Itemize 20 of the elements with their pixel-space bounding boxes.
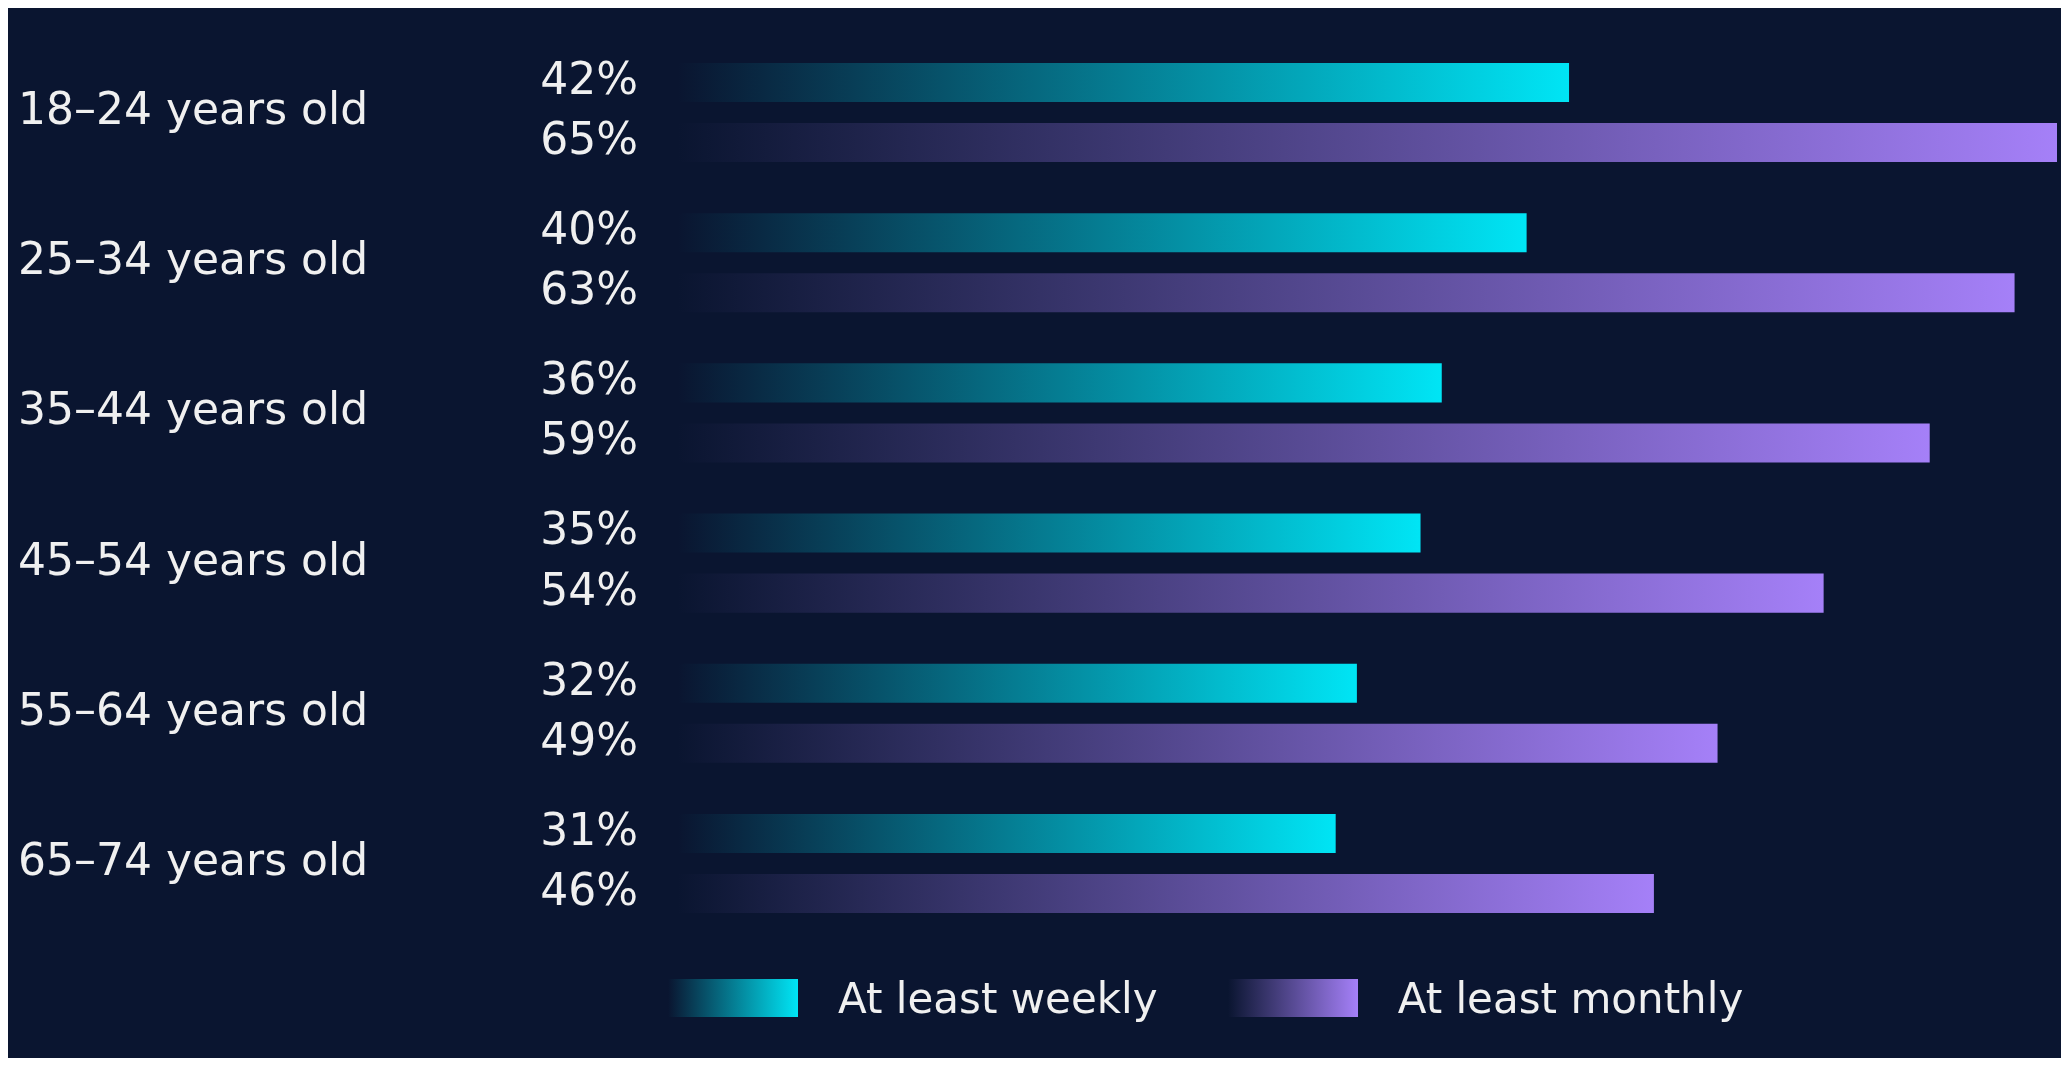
y-tick-label: 25–34 years old bbox=[18, 233, 369, 285]
y-tick-label: 45–54 years old bbox=[18, 533, 369, 585]
y-tick-label: 65–74 years old bbox=[18, 833, 369, 885]
data-label: 54% bbox=[540, 563, 638, 615]
data-label: 35% bbox=[540, 503, 638, 555]
y-tick-label: 35–44 years old bbox=[18, 383, 369, 435]
data-label: 31% bbox=[540, 803, 638, 855]
y-tick-label: 55–64 years old bbox=[18, 683, 369, 735]
data-label: 46% bbox=[540, 863, 638, 915]
data-label: 40% bbox=[540, 203, 638, 255]
data-label: 49% bbox=[540, 713, 638, 765]
data-label: 36% bbox=[540, 353, 638, 405]
y-tick-label: 18–24 years old bbox=[18, 82, 369, 134]
data-label: 65% bbox=[540, 112, 638, 164]
data-label: 42% bbox=[540, 52, 638, 104]
data-label: 59% bbox=[540, 413, 638, 465]
legend-label: At least weekly bbox=[838, 973, 1158, 1023]
legend-label: At least monthly bbox=[1397, 973, 1744, 1023]
data-label: 32% bbox=[540, 653, 638, 705]
data-label: 63% bbox=[540, 263, 638, 315]
